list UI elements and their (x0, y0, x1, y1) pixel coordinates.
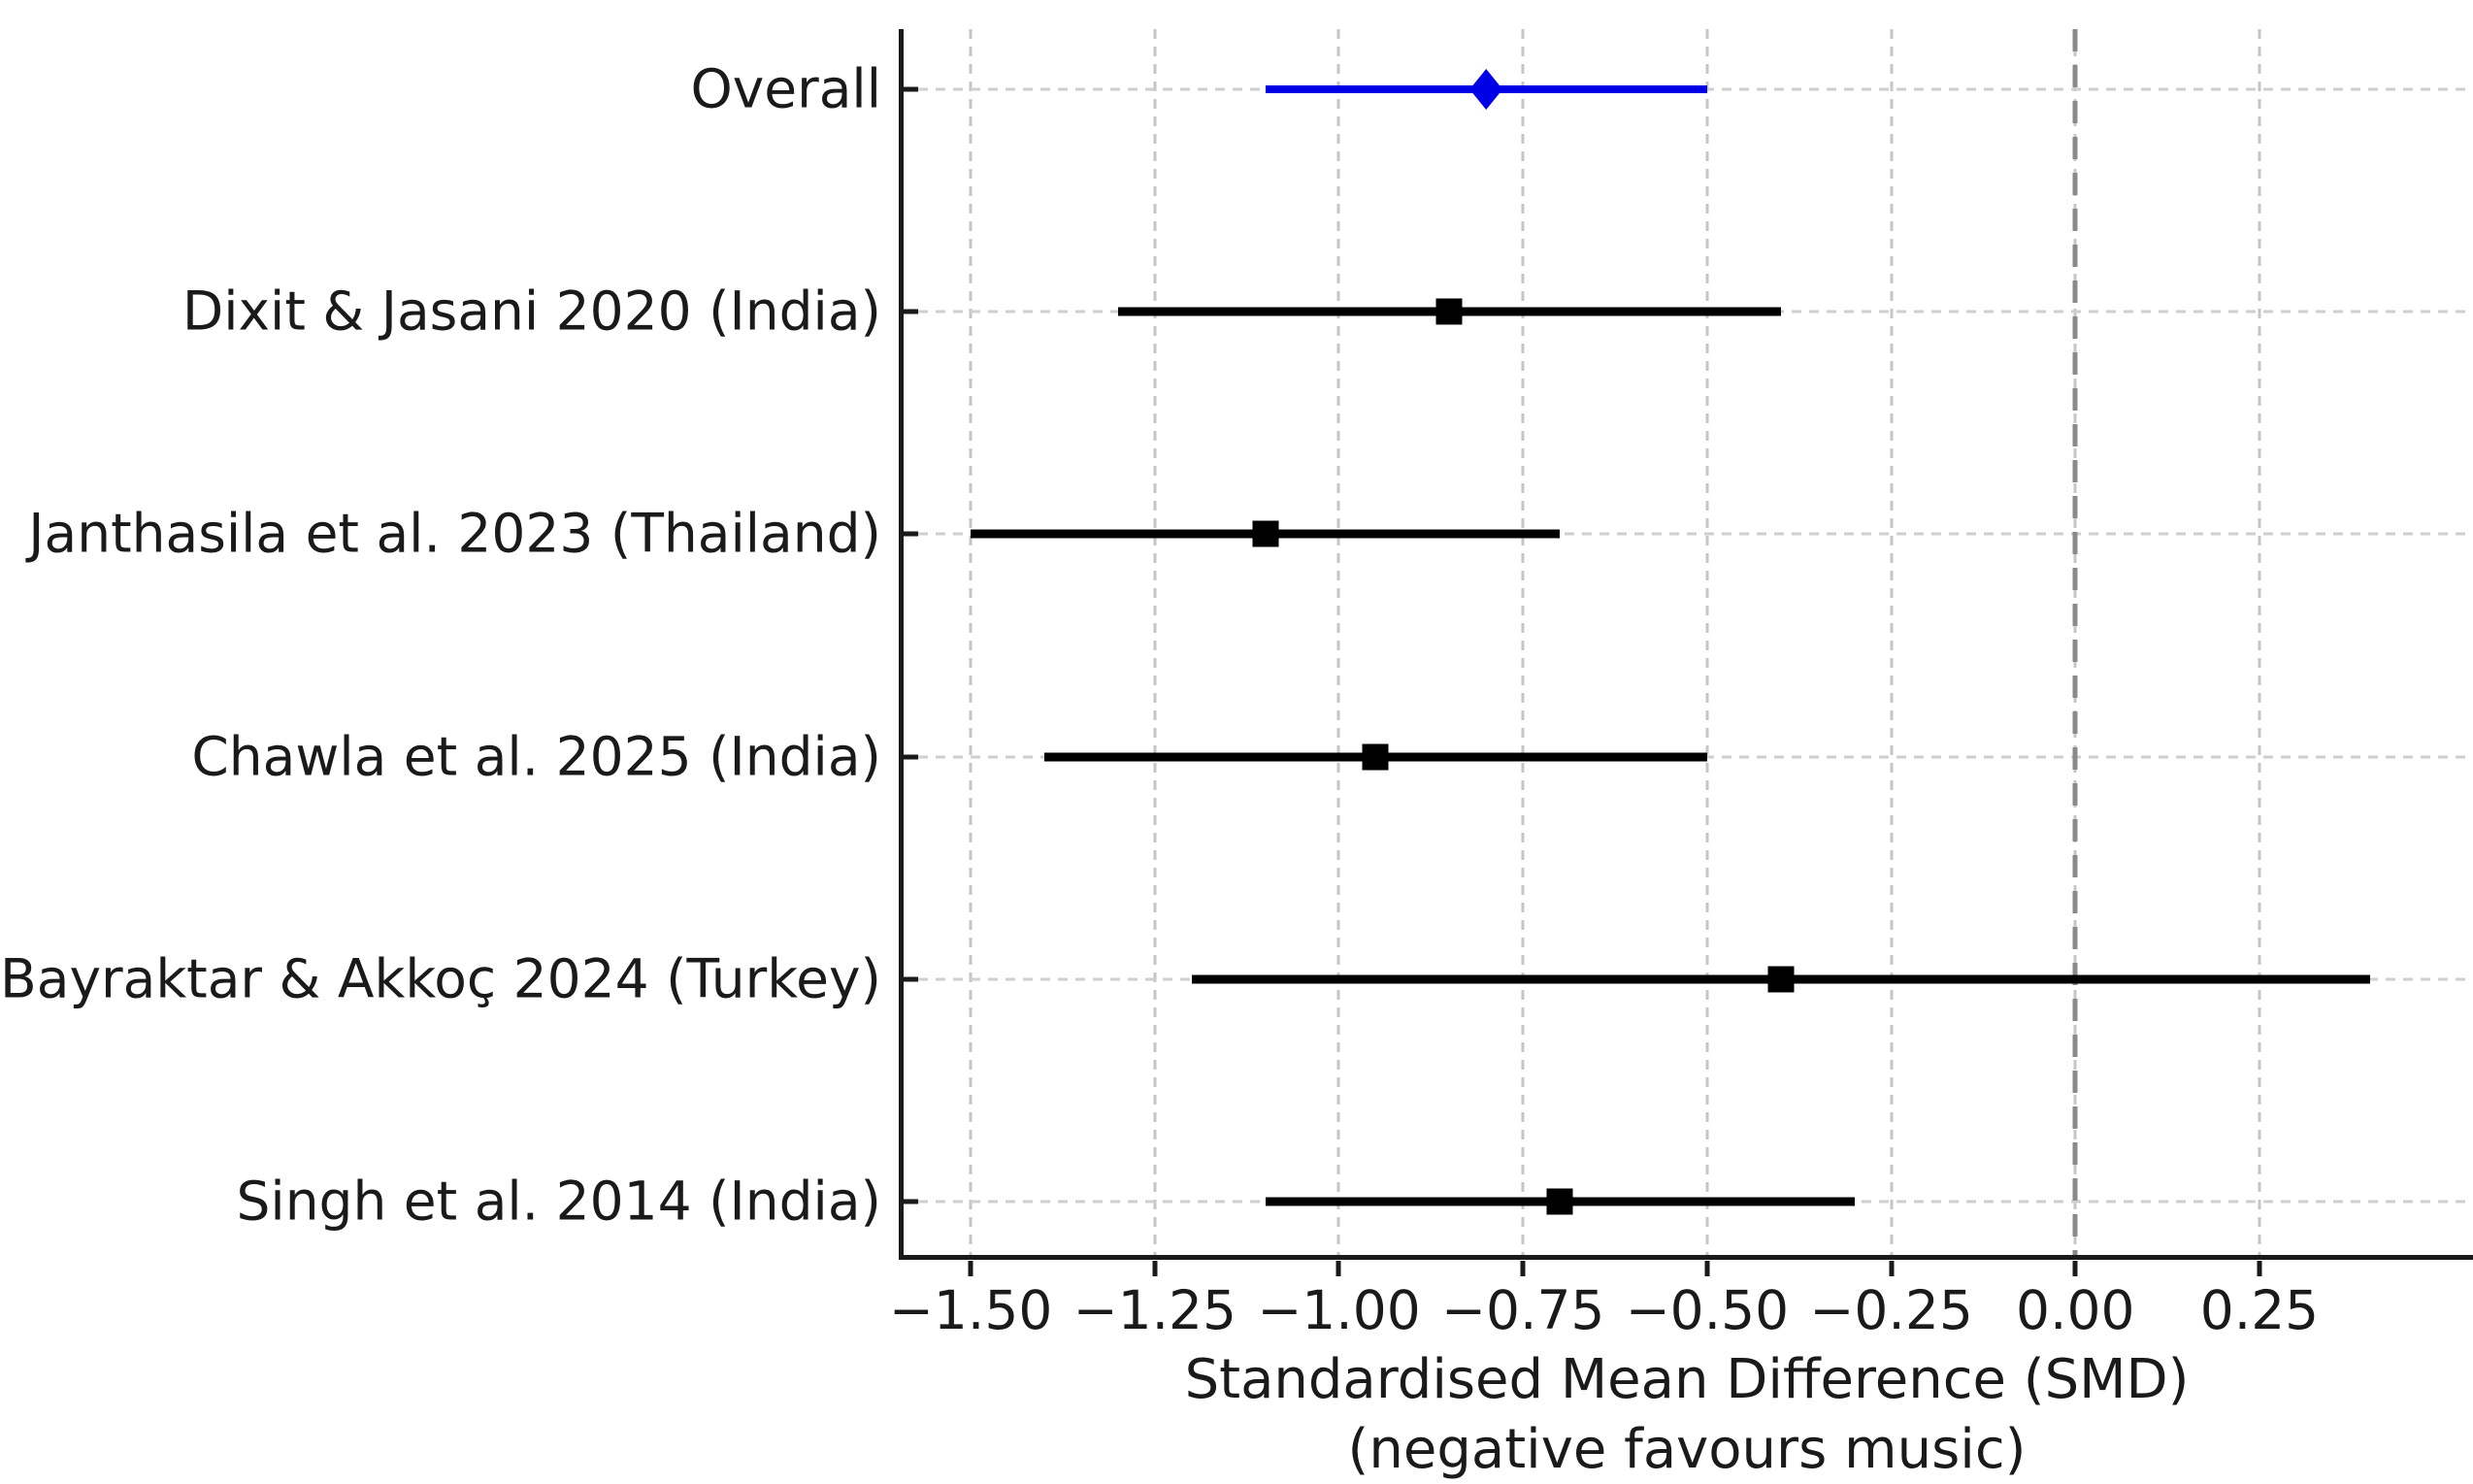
x-tick-label: 0.00 (2016, 1279, 2135, 1341)
x-tick-label: −1.00 (1257, 1279, 1421, 1341)
study-label: Chawla et al. 2025 (India) (191, 725, 881, 788)
overall-diamond-marker (1469, 69, 1503, 111)
point-marker (1546, 1188, 1573, 1215)
study-label: Overall (690, 57, 881, 120)
v-gridline (969, 29, 973, 1258)
y-tick-mark (904, 754, 918, 760)
h-gridline (901, 532, 2473, 536)
v-gridline (1336, 29, 1340, 1258)
v-gridline (1705, 29, 1709, 1258)
v-gridline (1153, 29, 1157, 1258)
zero-reference-line (2072, 29, 2078, 1258)
x-tick-mark (968, 1261, 973, 1276)
x-tick-mark (1335, 1261, 1341, 1276)
x-tick-label: −0.50 (1625, 1279, 1790, 1341)
x-tick-mark (1520, 1261, 1526, 1276)
x-tick-label: −1.25 (1072, 1279, 1237, 1341)
study-label: Janthasila et al. 2023 (Thailand) (28, 502, 881, 565)
point-marker (1767, 966, 1795, 993)
y-tick-mark (904, 531, 918, 537)
y-tick-mark (904, 86, 918, 92)
study-label: Dixit & Jasani 2020 (India) (181, 280, 881, 343)
x-tick-label: −1.50 (888, 1279, 1053, 1341)
study-label: Singh et al. 2014 (India) (236, 1170, 882, 1233)
y-tick-mark (904, 976, 918, 982)
v-gridline (1890, 29, 1894, 1258)
x-tick-mark (1152, 1261, 1158, 1276)
x-tick-label: −0.75 (1440, 1279, 1605, 1341)
point-marker (1252, 520, 1279, 547)
x-tick-label: 0.25 (2199, 1279, 2320, 1341)
y-tick-mark (904, 1199, 918, 1204)
x-axis-spine (899, 1255, 2473, 1260)
plot-area (899, 29, 2473, 1260)
x-axis-label-line2: (negative favours music) (1347, 1417, 2027, 1481)
x-tick-label: −0.25 (1809, 1279, 1973, 1341)
study-labels-column: Overall Dixit & Jasani 2020 (India) Jantha… (0, 29, 881, 1258)
x-axis-label: Standardised Mean Difference (SMD) (nega… (901, 1345, 2473, 1484)
y-tick-mark (904, 309, 918, 314)
x-tick-mark (2257, 1261, 2262, 1276)
point-marker (1435, 298, 1463, 325)
point-marker (1362, 743, 1389, 771)
x-tick-mark (1889, 1261, 1895, 1276)
x-tick-mark (1704, 1261, 1710, 1276)
x-axis-label-line1: Standardised Mean Difference (SMD) (1184, 1348, 2190, 1411)
y-axis-spine (899, 29, 904, 1260)
v-gridline (2258, 29, 2261, 1258)
x-axis-ticks: −1.50 −1.25 −1.00 −0.75 −0.50 −0.25 0.00 0.25 (889, 1261, 2473, 1358)
v-gridline (1521, 29, 1525, 1258)
x-tick-mark (2072, 1261, 2078, 1276)
study-label: Bayraktar & Akkoç 2024 (Turkey) (0, 947, 881, 1010)
